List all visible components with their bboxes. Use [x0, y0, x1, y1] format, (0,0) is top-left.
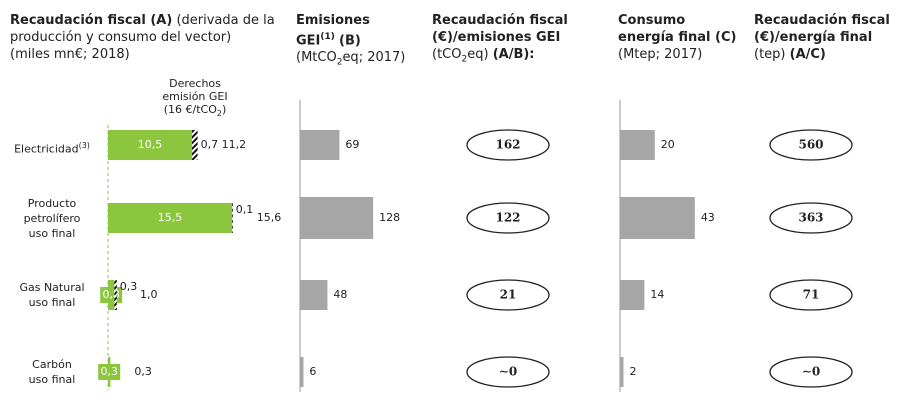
title: energía final (C) [618, 30, 737, 45]
subtitle: eq; 2017) [342, 50, 406, 66]
value-oval [769, 202, 853, 234]
total-label: 15,6 [257, 211, 282, 224]
value-label: 0,1 [236, 203, 254, 216]
category-line: Gas Natural [19, 281, 85, 294]
total-label: 11,2 [222, 138, 247, 151]
bar-segment [108, 130, 192, 160]
value-oval [466, 202, 550, 234]
value-label: 162 [495, 138, 520, 152]
title: Recaudación fiscal [754, 13, 890, 28]
annotation: (16 €/tCO [164, 103, 217, 116]
subtitle: eq) [467, 47, 489, 62]
value-label: 0,3 [100, 365, 118, 378]
value-oval [769, 129, 853, 161]
value-oval [466, 279, 550, 311]
value-oval [769, 356, 853, 388]
title: (€)/emisiones GEI [432, 30, 561, 45]
value-label: 2 [629, 365, 636, 378]
category-line: Electricidad [14, 142, 79, 156]
bar-segment [108, 203, 232, 233]
title: (€)/energía final [754, 30, 873, 45]
title: (A/B): [492, 47, 535, 62]
annotation: (16 €/tCO2) [164, 103, 227, 118]
bar [620, 357, 624, 387]
title-c: Consumo energía final (C) (Mtep; 2017) [618, 12, 758, 63]
title: GEI [296, 33, 321, 49]
value-oval [466, 129, 550, 161]
bar-segment [232, 203, 233, 233]
value-label: 128 [379, 211, 400, 224]
annotation: emisión GEI [162, 90, 227, 103]
bar [300, 280, 328, 310]
value-label: 0,7 [201, 138, 219, 151]
superscript: (3) [78, 140, 90, 150]
bar [620, 130, 655, 160]
title-rest: (derivada de la producción y consumo del… [10, 13, 275, 45]
title-a: Recaudación fiscal (A) (derivada de la p… [10, 12, 290, 63]
subtitle: 2 [336, 57, 343, 68]
annotation: ) [222, 103, 226, 116]
title-b: Emisiones GEI(1) (B) (MtCO2eq; 2017) [296, 12, 416, 72]
value-label: 363 [798, 211, 823, 225]
value-label: 122 [495, 211, 520, 225]
value-label: 48 [333, 288, 347, 301]
title: Emisiones [296, 13, 370, 28]
value-oval [769, 279, 853, 311]
title: (B) [339, 33, 361, 49]
total-label: 1,0 [140, 288, 158, 301]
category-line: uso final [28, 373, 76, 386]
value-oval [466, 356, 550, 388]
value-label: 10,5 [138, 138, 163, 151]
value-label: ∼0 [802, 365, 820, 379]
bar-segment [114, 280, 117, 310]
title: Consumo [618, 13, 686, 28]
title-ac: Recaudación fiscal (€)/energía final (te… [754, 12, 900, 63]
category-label: Electricidad(3) [0, 138, 104, 157]
value-label: 14 [650, 288, 664, 301]
category-line: Producto [27, 196, 77, 210]
subtitle: (MtCO [296, 50, 337, 66]
superscript: (1) [320, 32, 335, 42]
title: (A/C) [789, 47, 826, 62]
value-label: ∼0 [499, 365, 517, 379]
subtitle: (tep) [754, 47, 786, 62]
annotation: 2 [217, 109, 222, 118]
total-label: 0,3 [134, 365, 152, 378]
label-bg [98, 364, 121, 380]
value-label: 0,8 [102, 288, 120, 301]
category-line: Carbón [32, 358, 72, 371]
bar [300, 357, 304, 387]
value-label: 20 [661, 138, 675, 151]
category-line: petrolífero [23, 211, 81, 225]
category-line: uso final [28, 226, 76, 240]
subtitle: (Mtep; 2017) [618, 47, 703, 62]
value-label: 560 [798, 138, 823, 152]
value-label: 15,5 [158, 211, 183, 224]
bar [620, 280, 645, 310]
bar-segment [192, 130, 198, 160]
annotation: Derechos [169, 77, 221, 90]
category-label: Producto petrolífero uso final [0, 196, 104, 241]
bar [300, 130, 340, 160]
bar [620, 197, 695, 239]
title: Recaudación fiscal [432, 13, 568, 28]
value-label: 71 [803, 288, 820, 302]
value-label: 69 [345, 138, 359, 151]
value-label: 0,3 [120, 280, 138, 293]
category-label: Gas Natural uso final [0, 280, 104, 310]
subtitle: (tCO [432, 47, 462, 62]
title: Recaudación fiscal (A) [10, 13, 173, 28]
category-line: uso final [28, 296, 76, 309]
subtitle: 2 [461, 54, 468, 65]
title-ab: Recaudación fiscal (€)/emisiones GEI (tC… [432, 12, 612, 69]
bar [300, 197, 374, 239]
subtitle: (miles mn€; 2018) [10, 47, 130, 62]
value-label: 43 [701, 211, 715, 224]
category-label: Carbón uso final [0, 357, 104, 387]
value-label: 21 [500, 288, 517, 302]
value-label: 6 [309, 365, 316, 378]
